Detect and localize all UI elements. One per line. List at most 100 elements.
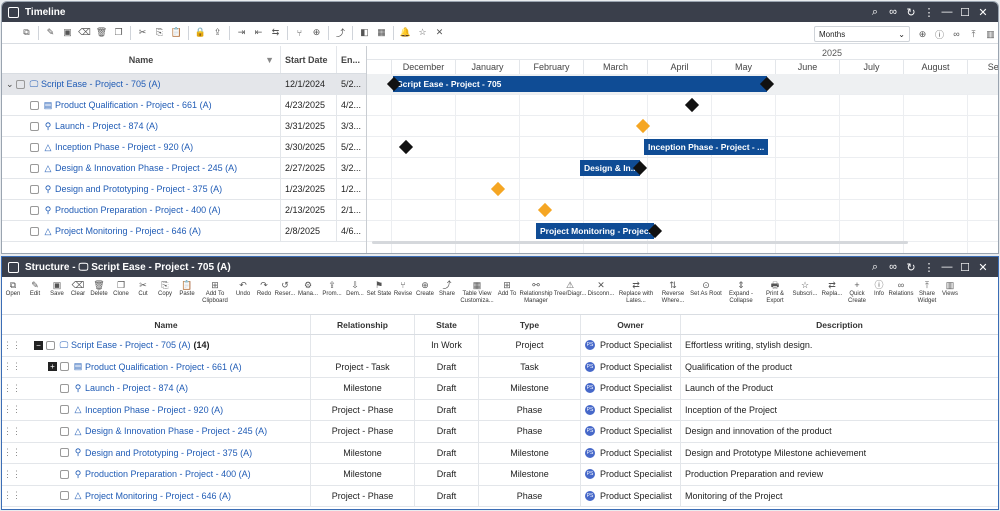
row-name-link[interactable]: Launch - Project - 874 (A) — [85, 383, 189, 394]
row-name-link[interactable]: Project Monitoring - Project - 646 (A) — [85, 490, 232, 501]
row-checkbox[interactable] — [60, 448, 69, 458]
avatar[interactable]: PS — [585, 361, 595, 372]
structure-row[interactable]: ⋮⋮ ⚲ Design and Prototyping - Project - … — [2, 442, 998, 464]
paste-icon[interactable]: 📋 — [170, 27, 183, 37]
drag-handle-icon[interactable]: ⋮⋮ — [3, 382, 21, 393]
copy-icon[interactable]: ⎘ — [155, 27, 164, 37]
print-export-button[interactable]: 🖶 Print & Export — [760, 280, 790, 305]
table-view-customiza-button[interactable]: ▦ Table View Customiza... — [458, 280, 496, 305]
share-button[interactable]: ⤴ Share — [436, 280, 458, 298]
row-name-link[interactable]: Project Monitoring - Project - 646 (A) — [55, 226, 202, 236]
delete-icon[interactable]: 🗑 — [95, 27, 108, 37]
structure-row[interactable]: ⋮⋮ ⚲ Launch - Project - 874 (A) Mileston… — [2, 378, 998, 400]
row-name-link[interactable]: Production Preparation - Project - 400 (… — [85, 469, 251, 480]
delete-button[interactable]: 🗑 Delete — [88, 280, 110, 298]
row-checkbox[interactable] — [30, 142, 39, 152]
add-icon[interactable]: ⊕ — [312, 27, 321, 37]
paste-button[interactable]: 📋 Paste — [176, 280, 198, 298]
row-name-link[interactable]: Design and Prototyping - Project - 375 (… — [55, 184, 223, 194]
views-button[interactable]: ▥ Views — [940, 280, 960, 298]
promote-icon[interactable]: ⇪ — [213, 27, 222, 37]
columns-icon[interactable]: ▥ — [986, 28, 995, 39]
refresh-icon[interactable]: ↻ — [906, 6, 916, 19]
gantt-bar[interactable]: Design & In... — [580, 160, 640, 176]
prom-button[interactable]: ⇪ Prom... — [320, 280, 344, 298]
row-name-link[interactable]: Design and Prototyping - Project - 375 (… — [85, 447, 253, 458]
grid-icon[interactable]: ▦ — [377, 27, 386, 37]
row-name-link[interactable]: Product Qualification - Project - 661 (A… — [85, 361, 242, 372]
gantt-bar[interactable]: Script Ease - Project - 705 — [393, 76, 767, 92]
clone-icon[interactable]: ❐ — [114, 27, 123, 37]
edit-icon[interactable]: ✎ — [46, 27, 55, 37]
search-icon[interactable]: ⌕ — [871, 5, 879, 18]
row-name-link[interactable]: Launch - Project - 874 (A) — [55, 121, 159, 131]
row-name-link[interactable]: Inception Phase - Project - 920 (A) — [55, 142, 194, 152]
name-column-header[interactable]: Name — [128, 54, 154, 65]
owner-column-header[interactable]: Owner — [580, 315, 680, 334]
lock-icon[interactable]: 🔒 — [194, 27, 207, 37]
gantt-bar[interactable]: Project Monitoring - Projec... — [536, 223, 654, 239]
row-checkbox[interactable] — [30, 226, 39, 236]
more-icon[interactable]: ⋮ — [923, 6, 935, 19]
structure-row[interactable]: ⋮⋮ △ Design & Innovation Phase - Project… — [2, 421, 998, 443]
expand-icon[interactable]: + — [48, 362, 57, 372]
row-name-link[interactable]: Product Qualification - Project - 661 (A… — [55, 100, 212, 110]
row-name-link[interactable]: Script Ease - Project - 705 (A) — [71, 340, 191, 351]
share-icon[interactable]: ⤴ — [335, 28, 345, 38]
zoom-select[interactable]: Months ⌄ — [814, 26, 910, 42]
horizontal-scrollbar[interactable] — [372, 241, 908, 244]
drag-handle-icon[interactable]: ⋮⋮ — [3, 447, 21, 458]
view-icon[interactable]: ◧ — [360, 27, 369, 37]
drag-handle-icon[interactable]: ⋮⋮ — [3, 404, 21, 415]
avatar[interactable]: PS — [585, 469, 595, 480]
zoom-in-icon[interactable]: ⊕ — [918, 28, 927, 39]
start-column-header[interactable]: Start Date — [280, 46, 336, 73]
set-as-root-button[interactable]: ⊙ Set As Root — [690, 280, 722, 298]
reser-button[interactable]: ↺ Reser... — [274, 280, 296, 298]
row-checkbox[interactable] — [30, 205, 39, 215]
cut-button[interactable]: ✂ Cut — [132, 280, 154, 298]
relations-button[interactable]: ∞ Relations — [888, 280, 914, 298]
avatar[interactable]: PS — [585, 404, 595, 415]
link-icon[interactable]: ∞ — [889, 6, 897, 18]
timeline-row[interactable]: ⚲ Production Preparation - Project - 400… — [2, 200, 366, 221]
timeline-row[interactable]: △ Inception Phase - Project - 920 (A) 3/… — [2, 137, 366, 158]
end-column-header[interactable]: En... — [336, 46, 366, 73]
row-checkbox[interactable] — [60, 426, 69, 436]
row-name-link[interactable]: Design & Innovation Phase - Project - 24… — [55, 163, 238, 173]
row-checkbox[interactable] — [60, 362, 69, 372]
mana-button[interactable]: ⚙ Mana... — [296, 280, 320, 298]
maximize-icon[interactable]: ☐ — [960, 6, 970, 19]
gantt-chart[interactable]: 2025 berDecemberJanuaryFebruaryMarchApri… — [366, 46, 998, 253]
quick-create-button[interactable]: + Quick Create — [844, 280, 870, 305]
share-widget-button[interactable]: ⤒ Share Widget — [914, 280, 940, 305]
structure-row[interactable]: ⋮⋮ △ Inception Phase - Project - 920 (A)… — [2, 399, 998, 421]
indent-icon[interactable]: ⇥ — [237, 27, 246, 37]
avatar[interactable]: PS — [585, 426, 595, 437]
subscri-button[interactable]: ☆ Subscri... — [790, 280, 820, 298]
avatar[interactable]: PS — [585, 447, 595, 458]
copy-button[interactable]: ⎘ Copy — [154, 280, 176, 298]
clear-icon[interactable]: ⌫ — [78, 27, 91, 37]
row-checkbox[interactable] — [60, 491, 69, 501]
row-checkbox[interactable] — [60, 405, 69, 415]
relationship-column-header[interactable]: Relationship — [310, 315, 414, 334]
bell-icon[interactable]: 🔔 — [399, 27, 412, 37]
timeline-row[interactable]: ⚲ Design and Prototyping - Project - 375… — [2, 179, 366, 200]
description-column-header[interactable]: Description — [680, 315, 998, 334]
drag-handle-icon[interactable]: ⋮⋮ — [3, 490, 21, 501]
reverse-where-button[interactable]: ⇅ Reverse Where... — [656, 280, 690, 305]
create-button[interactable]: ⊕ Create — [414, 280, 436, 298]
drag-handle-icon[interactable]: ⋮⋮ — [3, 339, 21, 350]
row-checkbox[interactable] — [60, 469, 69, 479]
search-icon[interactable]: ⌕ — [871, 260, 879, 273]
clear-x-icon[interactable]: ✕ — [435, 27, 444, 37]
open-icon[interactable]: ⧉ — [23, 27, 30, 37]
structure-row[interactable]: ⋮⋮ − 🖵 Script Ease - Project - 705 (A) (… — [2, 335, 998, 357]
close-icon[interactable]: ✕ — [978, 261, 988, 274]
add-to-clipboard-button[interactable]: ⊞ Add To Clipboard — [198, 280, 232, 305]
type-column-header[interactable]: Type — [478, 315, 580, 334]
row-checkbox[interactable] — [16, 79, 25, 89]
timeline-row[interactable]: △ Design & Innovation Phase - Project - … — [2, 158, 366, 179]
structure-row[interactable]: ⋮⋮ ⚲ Production Preparation - Project - … — [2, 464, 998, 486]
